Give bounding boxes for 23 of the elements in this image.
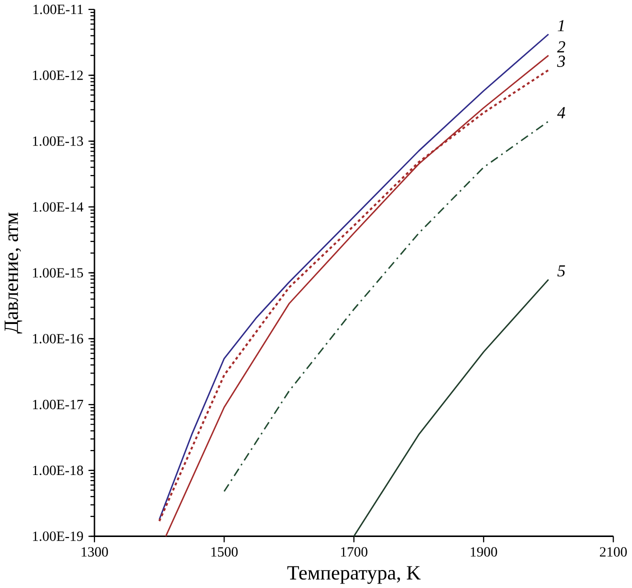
x-tick-label: 1300 bbox=[82, 546, 108, 556]
y-tick-label: 1.00E-12 bbox=[33, 70, 83, 80]
x-tick-label: 1500 bbox=[211, 546, 238, 556]
x-tick-label: 2100 bbox=[600, 546, 627, 556]
y-tick-label: 1.00E-17 bbox=[33, 400, 84, 410]
y-tick-label: 1.00E-14 bbox=[33, 202, 84, 212]
y-tick-label: 1.00E-15 bbox=[33, 268, 83, 278]
series-label: 3 bbox=[557, 55, 565, 67]
x-tick-label: 1900 bbox=[470, 546, 498, 556]
y-tick-label: 1.00E-16 bbox=[33, 334, 84, 344]
y-tick-label: 1.00E-13 bbox=[33, 136, 83, 146]
x-tick-label: 1700 bbox=[341, 546, 368, 556]
line-series bbox=[353, 278, 550, 537]
line-series bbox=[223, 120, 550, 492]
x-axis-title: Температура, K bbox=[287, 566, 421, 584]
series-label: 4 bbox=[557, 106, 566, 118]
y-axis-title: Давление, атм bbox=[4, 212, 22, 334]
y-tick-label: 1.00E-19 bbox=[33, 531, 83, 541]
series-label: 2 bbox=[557, 41, 566, 52]
y-tick-label: 1.00E-18 bbox=[33, 465, 84, 475]
y-tick-label: 1.00E-11 bbox=[34, 4, 83, 14]
series-label: 1 bbox=[558, 20, 564, 31]
series-label: 5 bbox=[557, 265, 566, 276]
